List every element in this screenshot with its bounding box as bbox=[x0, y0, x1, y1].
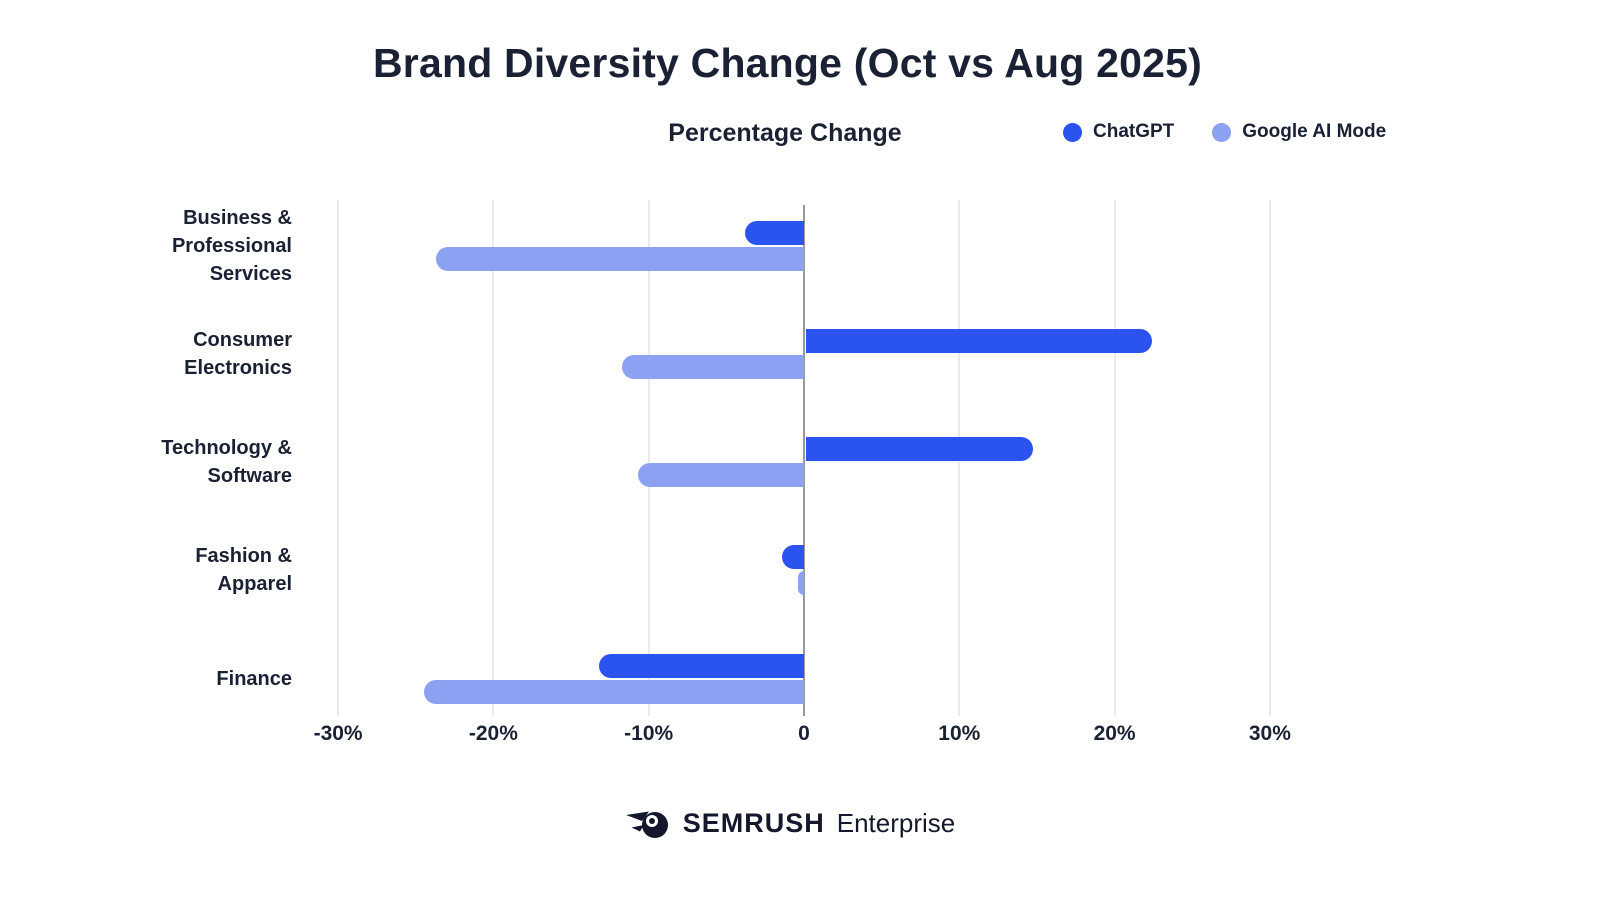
legend-label-google-ai-mode: Google AI Mode bbox=[1242, 121, 1387, 142]
x-tick-label: 10% bbox=[938, 722, 981, 745]
gridline-20% bbox=[1113, 200, 1116, 716]
legend-swatch-google-ai-mode-icon bbox=[1212, 122, 1232, 142]
bar-chatgpt-technology-software[interactable] bbox=[806, 437, 1033, 461]
legend-item-chatgpt[interactable]: ChatGPT bbox=[1063, 121, 1174, 143]
brand-name: SEMRUSH bbox=[682, 807, 825, 838]
category-label-business-professional-services: Business & Professional Services bbox=[171, 206, 292, 285]
legend: ChatGPT Google AI Mode bbox=[1063, 121, 1386, 143]
x-tick-label: 30% bbox=[1248, 722, 1291, 745]
bar-google-ai-mode-fashion-apparel[interactable] bbox=[797, 571, 804, 596]
brand-footer: SEMRUSH Enterprise bbox=[0, 799, 1580, 847]
chart-subtitle: Percentage Change bbox=[668, 119, 902, 147]
category-label-fashion-apparel: Fashion & Apparel bbox=[195, 545, 292, 596]
legend-swatch-chatgpt-icon bbox=[1063, 122, 1082, 142]
bar-chatgpt-finance[interactable] bbox=[599, 653, 804, 678]
bar-google-ai-mode-technology-software[interactable] bbox=[637, 463, 804, 487]
gridline-30% bbox=[1268, 200, 1271, 716]
bar-google-ai-mode-finance[interactable] bbox=[423, 679, 804, 704]
bar-google-ai-mode-business-professional-services[interactable] bbox=[435, 246, 804, 271]
bar-chatgpt-business-professional-services[interactable] bbox=[744, 220, 804, 245]
x-tick-label: 20% bbox=[1093, 722, 1136, 745]
category-label-consumer-electronics: Consumer Electronics bbox=[184, 328, 292, 379]
category-label-finance: Finance bbox=[216, 667, 292, 690]
chart-title: Brand Diversity Change (Oct vs Aug 2025) bbox=[372, 40, 1202, 86]
gridline-0 bbox=[803, 205, 805, 716]
semrush-logo-icon bbox=[625, 805, 671, 841]
x-tick-label: -10% bbox=[624, 722, 674, 745]
gridline--20% bbox=[492, 200, 495, 716]
gridline--30% bbox=[337, 200, 340, 716]
x-tick-label: -20% bbox=[468, 722, 518, 745]
brand-suffix: Enterprise bbox=[836, 807, 956, 838]
x-tick-label: 0 bbox=[798, 722, 810, 745]
bar-chatgpt-consumer-electronics[interactable] bbox=[806, 328, 1153, 353]
bar-google-ai-mode-consumer-electronics[interactable] bbox=[622, 354, 804, 379]
bar-chatgpt-fashion-apparel[interactable] bbox=[782, 545, 804, 570]
gridline--10% bbox=[647, 200, 650, 716]
category-label-technology-software: Technology & Software bbox=[161, 437, 292, 487]
legend-label-chatgpt: ChatGPT bbox=[1093, 121, 1175, 142]
legend-item-google-ai-mode[interactable]: Google AI Mode bbox=[1212, 121, 1386, 143]
x-tick-label: -30% bbox=[313, 722, 363, 745]
